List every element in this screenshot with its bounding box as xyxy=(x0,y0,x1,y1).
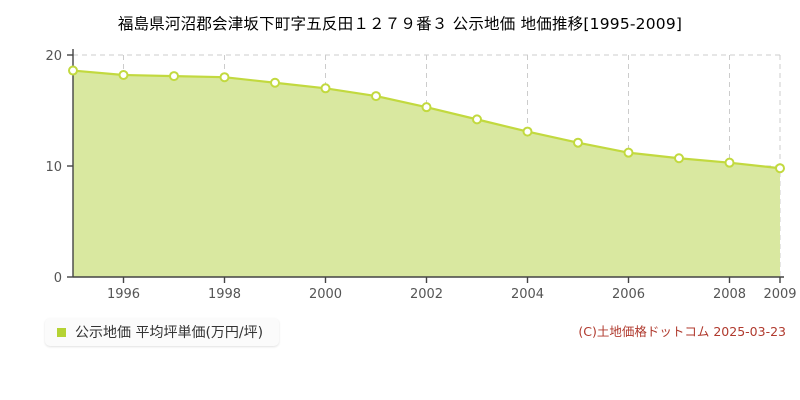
y-axis-tick-label: 10 xyxy=(45,160,62,175)
x-axis-tick-label: 2004 xyxy=(511,287,544,302)
x-axis-tick-label: 2006 xyxy=(612,287,645,302)
chart-plot: 0 10 20 1996 1998 2000 2002 2004 2006 2008 2009 xyxy=(45,49,797,302)
y-tick-group: 0 10 20 xyxy=(45,49,73,286)
data-point-marker xyxy=(421,102,432,113)
data-point-marker xyxy=(320,83,331,94)
legend-swatch xyxy=(57,327,66,337)
x-axis-tick-label: 1998 xyxy=(208,287,241,302)
copyright-credit: (C)土地価格ドットコム 2025-03-23 xyxy=(578,324,786,339)
chart-legend[interactable]: 公示地価 平均坪単価(万円/坪) xyxy=(45,318,280,346)
y-axis-tick-label: 20 xyxy=(45,49,62,64)
data-point-marker xyxy=(623,147,634,158)
legend-label: 公示地価 平均坪単価(万円/坪) xyxy=(75,325,264,341)
data-point-marker xyxy=(270,77,280,88)
data-point-marker xyxy=(219,72,230,83)
data-point-group xyxy=(68,65,785,174)
data-point-marker xyxy=(724,157,735,168)
data-point-marker xyxy=(573,137,583,148)
y-axis-tick-label: 0 xyxy=(54,271,62,286)
data-point-marker xyxy=(472,114,482,125)
data-point-marker xyxy=(674,153,684,164)
x-axis-tick-label: 2002 xyxy=(410,287,443,302)
data-point-marker xyxy=(371,91,381,102)
x-axis-tick-label: 1996 xyxy=(107,287,140,302)
data-point-marker xyxy=(522,126,533,137)
data-point-marker xyxy=(118,69,129,80)
x-axis-tick-label: 2000 xyxy=(309,287,342,302)
data-point-marker xyxy=(68,65,78,76)
chart-title: 福島県河沼郡会津坂下町字五反田１２７９番３ 公示地価 地価推移[1995-200… xyxy=(117,15,683,33)
x-axis-tick-label: 2008 xyxy=(713,287,746,302)
x-tick-group: 1996 1998 2000 2002 2004 2006 2008 2009 xyxy=(107,277,797,302)
x-axis-tick-label: 2009 xyxy=(763,287,796,302)
data-point-marker xyxy=(169,71,179,82)
area-fill xyxy=(73,70,780,277)
data-point-marker xyxy=(775,163,785,174)
axis-group xyxy=(72,49,784,278)
